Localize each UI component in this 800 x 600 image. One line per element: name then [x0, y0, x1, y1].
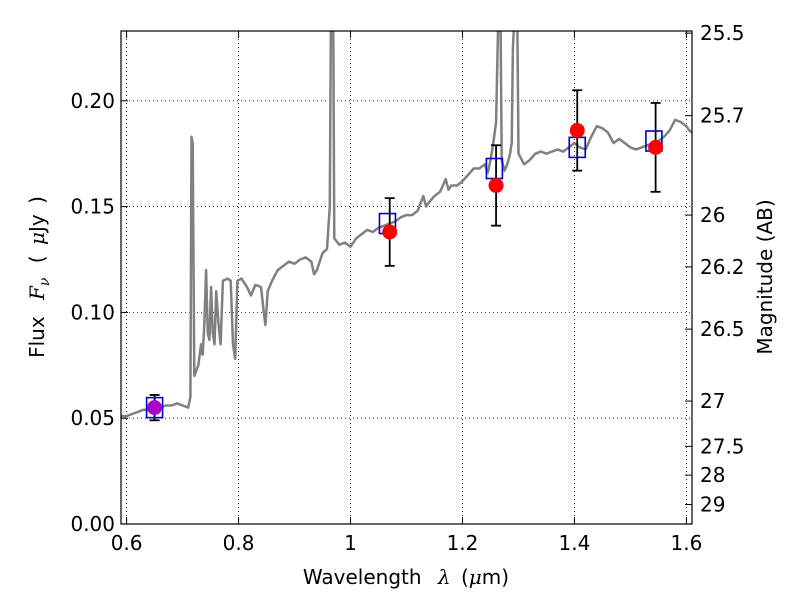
x-tick-label: 0.8: [223, 531, 255, 555]
y-tick-label: 0.10: [70, 300, 115, 324]
mag-tick-label: 29: [700, 493, 725, 517]
observed-point: [569, 122, 585, 138]
y-tick-label: 0.15: [70, 195, 115, 219]
tick-layer: 0.6 0.8 1 1.2 1.4 1.6 0.00 0.05 0.10 0.15 0.20 25.5…: [70, 21, 744, 555]
y-axis-subscript: ν: [37, 277, 53, 286]
spectrum-layer: [121, 31, 692, 418]
y-axis-title-text: Flux: [25, 316, 49, 358]
mag-tick-label: 27: [700, 389, 725, 413]
marker-layer: [145, 89, 664, 422]
y-tick-label: 0.05: [70, 406, 115, 430]
mag-tick-label: 26.2: [700, 255, 745, 279]
mag-tick-label: 26: [700, 203, 725, 227]
x-tick-label: 0.6: [111, 531, 143, 555]
mag-tick-label: 26.5: [700, 317, 745, 341]
x-tick-label: 1.2: [447, 531, 479, 555]
y-axis-title: Flux Fν ( μJy ): [25, 196, 54, 358]
y-tick-label: 0.00: [70, 512, 115, 536]
y-axis-symbol: F: [25, 285, 49, 301]
mag-tick-label: 28: [700, 463, 725, 487]
model-square-marker: [145, 396, 164, 419]
observed-point: [488, 177, 504, 193]
x-tick-label: 1: [344, 531, 357, 555]
y-tick-label: 0.20: [70, 89, 115, 113]
mag-tick-label: 25.7: [700, 104, 745, 128]
x-axis-title: Wavelength λ (μm): [303, 565, 509, 589]
mag-tick-label: 25.5: [700, 21, 745, 45]
x-axis-unit-mu: μ: [469, 565, 482, 589]
mag-tick-label: 27.5: [700, 434, 745, 458]
x-axis-symbol: λ: [437, 565, 451, 589]
y-axis-unit-close: ): [25, 196, 49, 204]
spectrum-line: [121, 31, 692, 418]
y-axis-unit-mu: μ: [25, 232, 49, 245]
observed-point: [147, 400, 163, 416]
y-axis-unit-open: (: [25, 255, 49, 263]
observed-point: [648, 139, 664, 155]
observed-point: [382, 224, 398, 240]
y2-axis-title: Magnitude (AB): [753, 199, 777, 354]
x-axis-unit-rest: m): [482, 565, 509, 589]
x-tick-label: 1.6: [670, 531, 702, 555]
x-axis-unit-open: (: [461, 565, 469, 589]
y-axis-unit-rest: Jy: [25, 214, 49, 234]
x-axis-title-text: Wavelength: [303, 565, 422, 589]
plot-frame: [120, 30, 693, 525]
x-tick-label: 1.4: [559, 531, 591, 555]
